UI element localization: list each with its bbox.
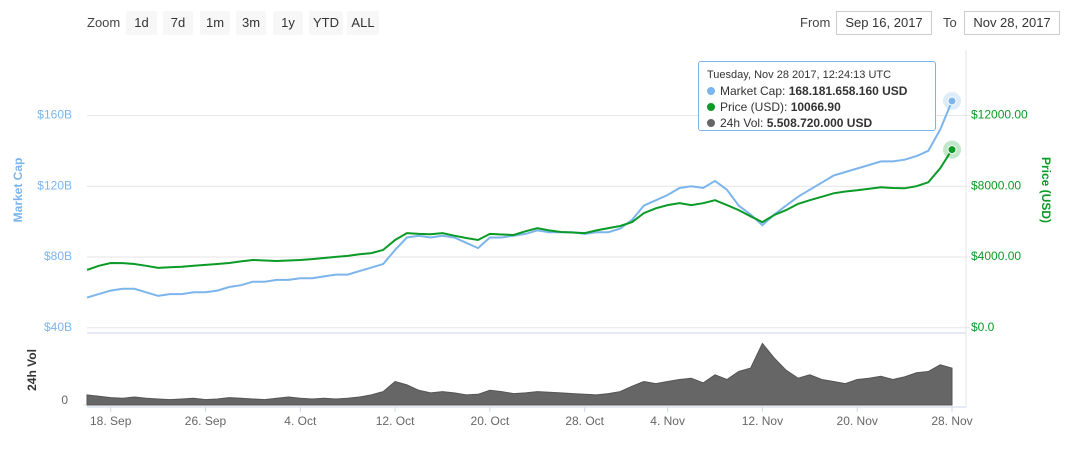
x-tick-label: 20. Oct — [471, 414, 510, 428]
x-tick-label: 4. Nov — [650, 414, 685, 428]
hover-marker — [947, 96, 957, 106]
from-input[interactable]: Sep 16, 2017 — [836, 11, 932, 35]
zoom-button[interactable]: 1y — [273, 11, 303, 35]
zoom-button[interactable]: 3m — [236, 11, 266, 35]
tooltip-dot — [707, 119, 715, 127]
y-axis-title: Market Cap — [11, 158, 25, 223]
tooltip-value: 10066.90 — [790, 100, 841, 114]
series-line — [86, 100, 953, 299]
tooltip-dot — [707, 103, 715, 111]
y2-tick-label: $8000.00 — [971, 178, 1021, 192]
y2-tick-label: $12000.00 — [971, 108, 1028, 122]
tooltip-value: 5.508.720.000 USD — [766, 116, 873, 130]
from-label: From — [800, 15, 831, 30]
x-tick-label: 28. Nov — [931, 414, 972, 428]
x-tick-label: 4. Oct — [284, 414, 317, 428]
y2-tick-label: $0.0 — [971, 320, 995, 334]
volume-area — [86, 342, 953, 406]
zoom-button[interactable]: 1m — [200, 11, 230, 35]
x-tick-label: 18. Sep — [90, 414, 132, 428]
hover-marker — [947, 145, 957, 155]
x-tick-label: 20. Nov — [837, 414, 878, 428]
zoom-button[interactable]: YTD — [309, 11, 343, 35]
y-tick-label: $120B — [37, 178, 72, 192]
y-tick-label: $40B — [44, 320, 72, 334]
to-input[interactable]: Nov 28, 2017 — [964, 11, 1060, 35]
zoom-button[interactable]: 1d — [126, 11, 157, 35]
x-tick-label: 12. Oct — [376, 414, 415, 428]
zoom-button[interactable]: ALL — [347, 11, 379, 35]
x-tick-label: 26. Sep — [185, 414, 227, 428]
y-tick-label: $160B — [37, 108, 72, 122]
x-tick-label: 28. Oct — [565, 414, 604, 428]
tooltip: Tuesday, Nov 28 2017, 12:24:13 UTC Marke… — [698, 61, 936, 131]
zoom-button[interactable]: 7d — [163, 11, 193, 35]
tooltip-value: 168.181.658.160 USD — [788, 84, 908, 98]
tooltip-date: Tuesday, Nov 28 2017, 12:24:13 UTC — [707, 69, 892, 81]
y-tick-label: $80B — [44, 249, 72, 263]
y-tick-label: 0 — [61, 393, 68, 407]
tooltip-row: Market Cap: 168.181.658.160 USD — [707, 84, 907, 98]
series-line — [86, 149, 953, 271]
tooltip-label: Market Cap: — [720, 84, 786, 98]
y2-tick-label: $4000.00 — [971, 249, 1021, 263]
tooltip-label: 24h Vol: — [720, 116, 764, 130]
zoom-label: Zoom — [87, 15, 121, 30]
x-tick-label: 12. Nov — [742, 414, 783, 428]
y-axis-title: 24h Vol — [25, 349, 39, 391]
to-label: To — [943, 15, 957, 30]
tooltip-dot — [707, 87, 715, 95]
tooltip-row: 24h Vol: 5.508.720.000 USD — [707, 116, 872, 130]
y2-axis-title: Price (USD) — [1039, 157, 1053, 223]
tooltip-label: Price (USD): — [720, 100, 788, 114]
tooltip-row: Price (USD): 10066.90 — [707, 100, 841, 114]
